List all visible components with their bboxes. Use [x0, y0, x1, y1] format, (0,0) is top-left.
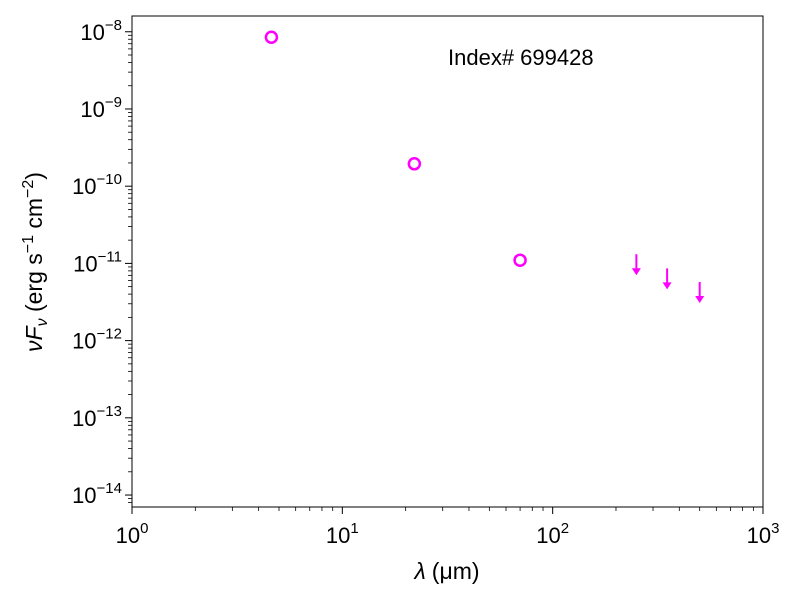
x-axis-label: λ (μm) [412, 558, 479, 584]
x-tick-label: 102 [536, 520, 569, 548]
upper-limit-arrow [662, 268, 672, 290]
upper-limit-head [695, 296, 705, 304]
x-tick-labels: 100 101 102 103 [116, 520, 780, 548]
y-tick-label: 10−13 [72, 403, 122, 431]
y-tick-label: 10−9 [80, 94, 122, 122]
upper-limit-head [631, 268, 641, 276]
y-tick-label: 10−14 [72, 480, 122, 508]
data-point [513, 253, 527, 267]
minor-ticks [128, 34, 754, 511]
data-points [264, 30, 705, 304]
y-tick-label: 10−10 [72, 171, 122, 199]
y-tick-label: 10−12 [72, 326, 122, 354]
data-point [407, 157, 422, 171]
x-tick-label: 100 [116, 520, 149, 548]
y-tick-label: 10−8 [80, 17, 122, 45]
annotation-label: Index# 699428 [448, 45, 594, 70]
data-point [264, 30, 279, 44]
plot-frame [131, 15, 764, 508]
upper-limit-arrow [695, 282, 705, 304]
y-tick-label: 10−11 [73, 248, 122, 276]
x-tick-label: 101 [326, 520, 359, 548]
upper-limit-head [662, 282, 672, 290]
major-ticks [125, 31, 764, 514]
upper-limit-arrow [631, 254, 641, 276]
y-axis-label: νFν (erg s−1 cm−2) [20, 172, 51, 352]
y-tick-labels: 10−14 10−13 10−12 10−11 10−10 10−9 10−8 [72, 17, 122, 508]
x-tick-label: 103 [747, 520, 780, 548]
